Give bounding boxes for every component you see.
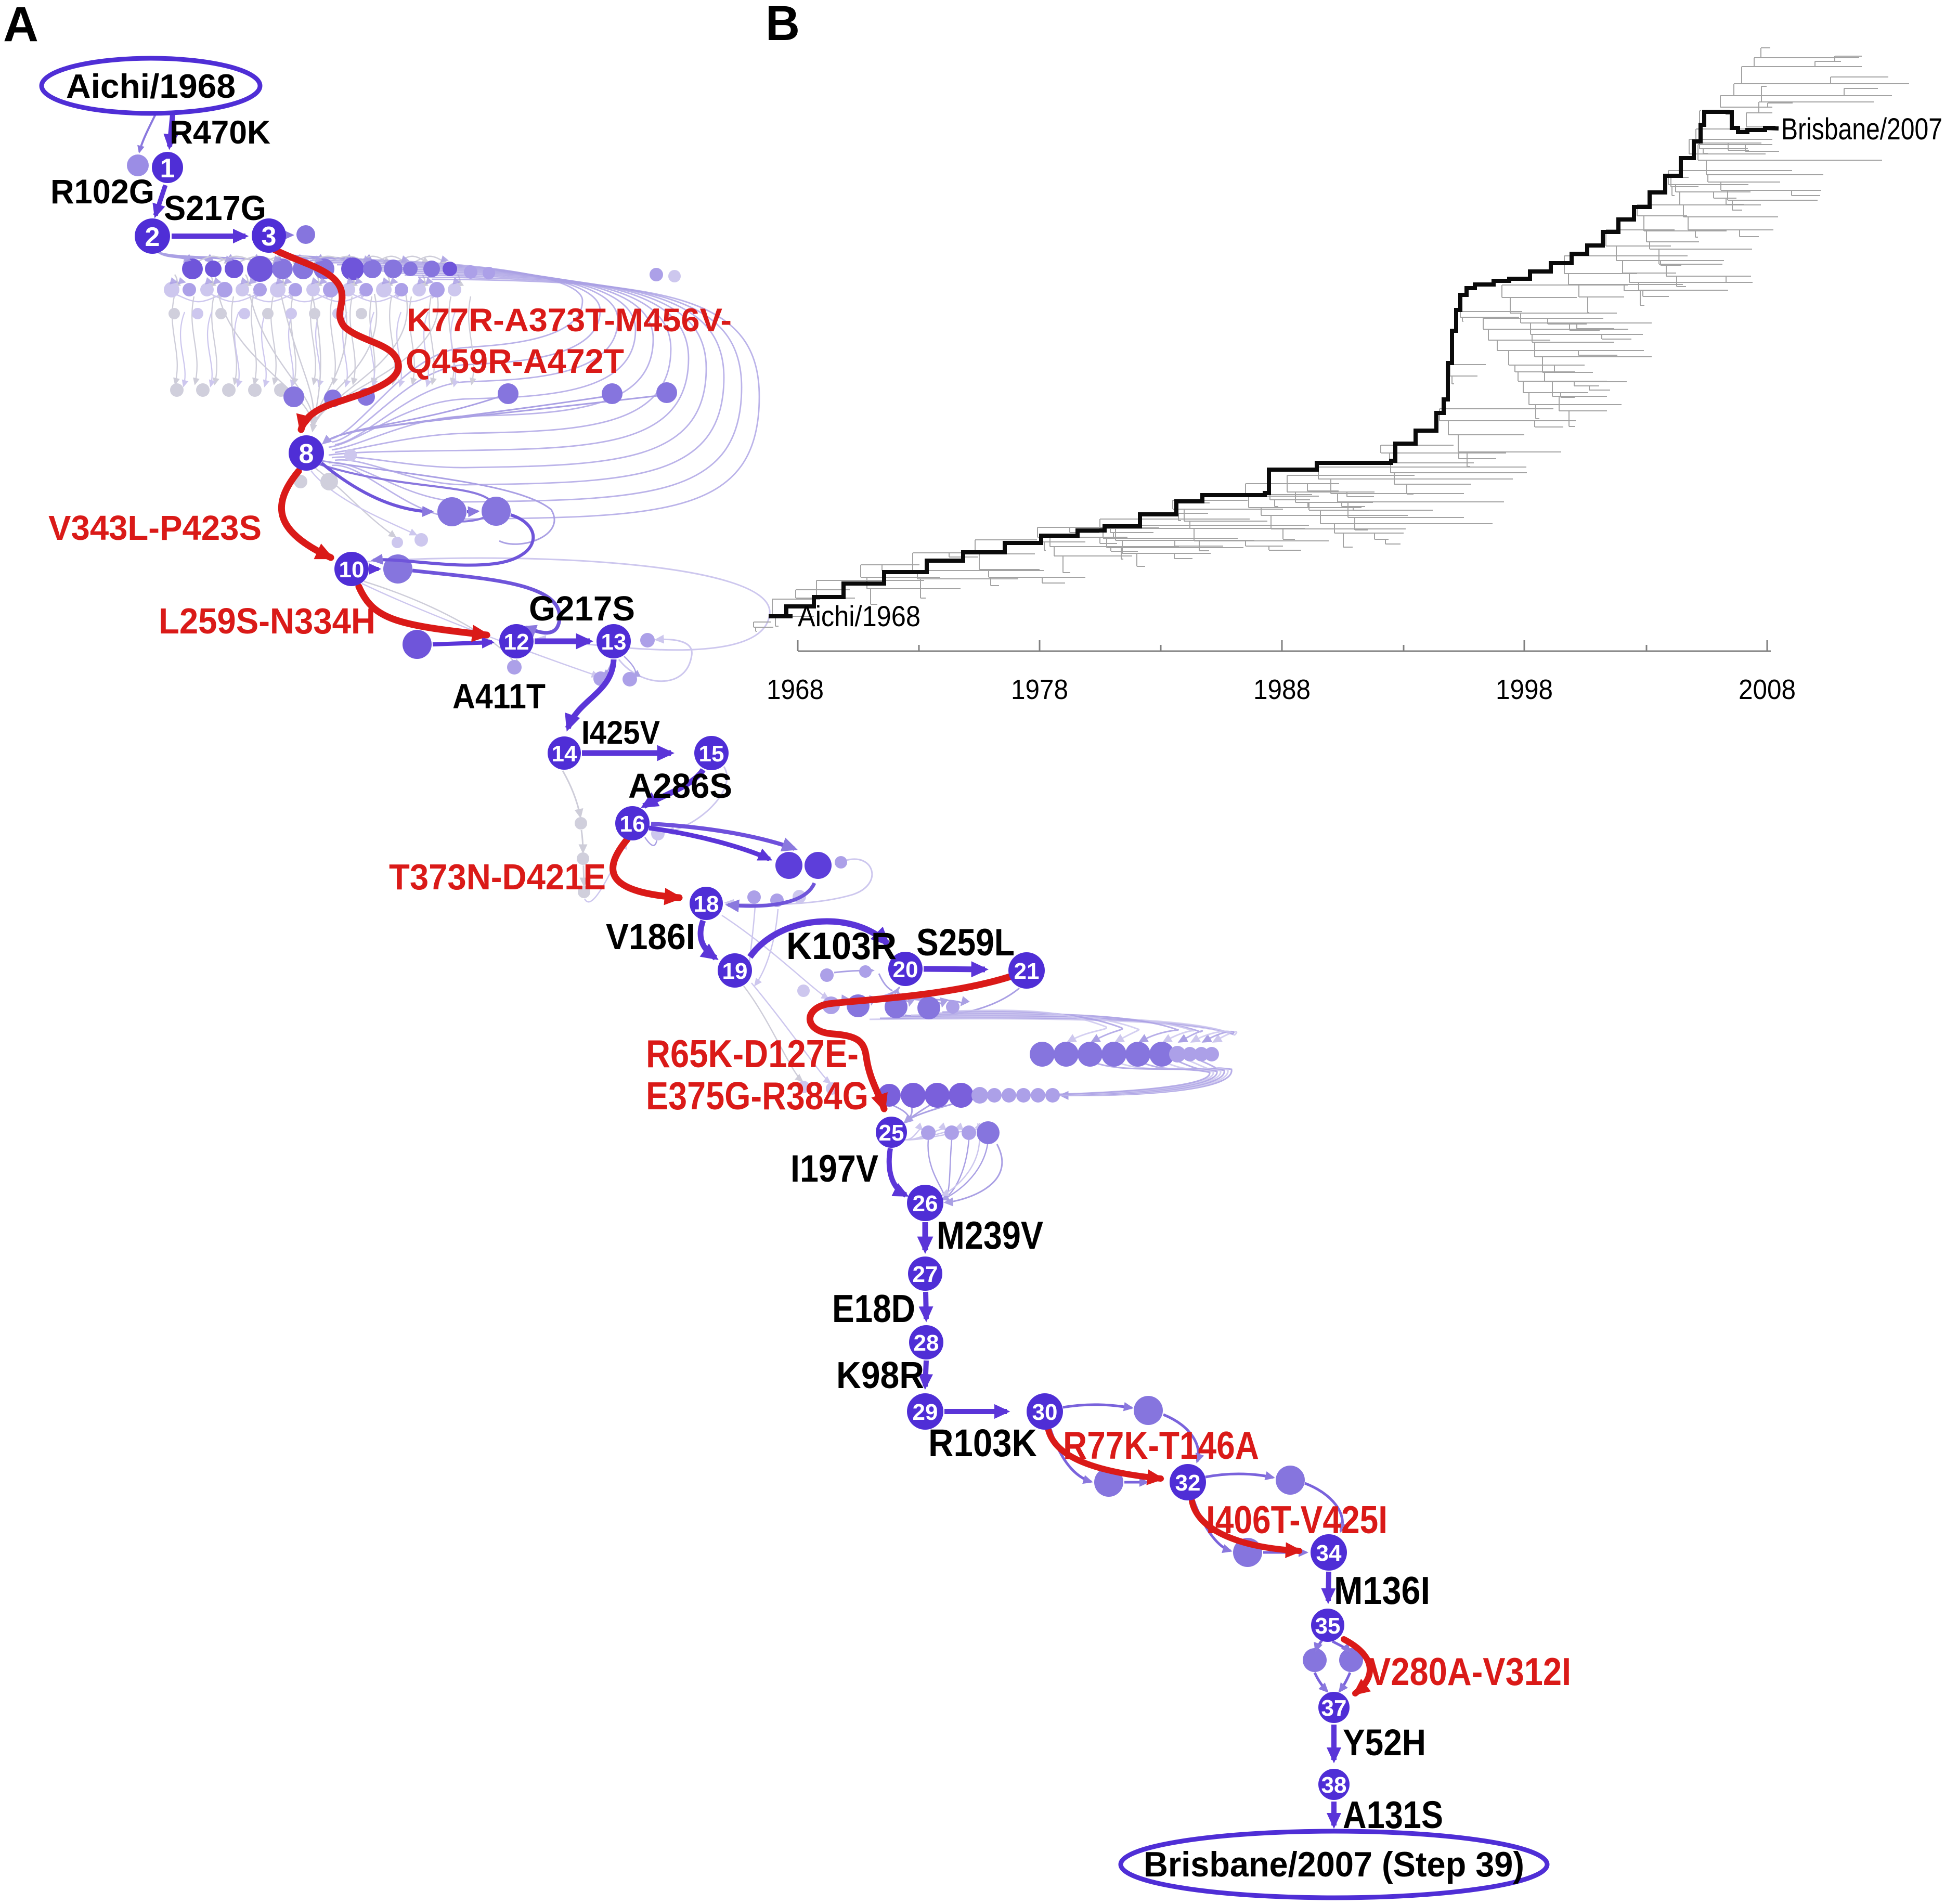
svg-text:16: 16 xyxy=(620,811,645,837)
svg-text:Aichi/1968: Aichi/1968 xyxy=(66,67,236,105)
svg-text:E375G-R384G: E375G-R384G xyxy=(646,1074,868,1118)
svg-text:S259L: S259L xyxy=(916,922,1015,964)
svg-text:8: 8 xyxy=(299,439,314,469)
svg-text:19: 19 xyxy=(722,959,748,984)
svg-text:R103K: R103K xyxy=(928,1421,1037,1465)
svg-text:21: 21 xyxy=(1014,959,1040,984)
svg-text:37: 37 xyxy=(1321,1695,1347,1721)
svg-text:A: A xyxy=(3,0,38,52)
svg-text:T373N-D421E: T373N-D421E xyxy=(389,857,606,897)
svg-text:I197V: I197V xyxy=(790,1148,878,1190)
svg-text:15: 15 xyxy=(699,741,724,767)
svg-text:R470K: R470K xyxy=(170,114,270,151)
svg-text:1988: 1988 xyxy=(1253,674,1311,705)
svg-text:A131S: A131S xyxy=(1343,1793,1443,1836)
svg-text:13: 13 xyxy=(601,629,627,655)
svg-text:29: 29 xyxy=(913,1400,938,1425)
svg-text:30: 30 xyxy=(1032,1400,1058,1425)
svg-text:10: 10 xyxy=(339,557,365,582)
svg-text:V186I: V186I xyxy=(606,916,695,957)
svg-text:A286S: A286S xyxy=(628,767,732,806)
svg-text:R77K-T146A: R77K-T146A xyxy=(1063,1423,1259,1467)
svg-text:12: 12 xyxy=(504,629,529,655)
svg-text:K77R-A373T-M456V-: K77R-A373T-M456V- xyxy=(407,302,732,339)
svg-text:25: 25 xyxy=(879,1120,904,1146)
svg-text:I425V: I425V xyxy=(581,715,660,751)
svg-text:R102G: R102G xyxy=(50,172,154,211)
svg-text:Brisbane/2007 (Step 39): Brisbane/2007 (Step 39) xyxy=(1144,1845,1524,1884)
svg-text:E18D: E18D xyxy=(832,1287,915,1330)
svg-text:V343L-P423S: V343L-P423S xyxy=(48,509,262,548)
svg-text:Y52H: Y52H xyxy=(1343,1722,1426,1764)
svg-text:Q459R-A472T: Q459R-A472T xyxy=(406,342,624,380)
svg-text:M136I: M136I xyxy=(1334,1569,1430,1612)
svg-text:M239V: M239V xyxy=(937,1213,1043,1257)
svg-text:1998: 1998 xyxy=(1496,674,1553,705)
svg-text:27: 27 xyxy=(913,1262,938,1287)
svg-text:35: 35 xyxy=(1315,1613,1341,1639)
svg-text:28: 28 xyxy=(914,1330,939,1356)
svg-text:18: 18 xyxy=(694,891,719,917)
svg-text:R65K-D127E-: R65K-D127E- xyxy=(646,1032,859,1076)
svg-text:14: 14 xyxy=(552,741,577,767)
svg-text:L259S-N334H: L259S-N334H xyxy=(159,601,375,641)
svg-text:K103R: K103R xyxy=(786,925,897,967)
svg-text:Aichi/1968: Aichi/1968 xyxy=(798,600,920,632)
svg-text:1978: 1978 xyxy=(1011,674,1068,705)
svg-text:34: 34 xyxy=(1316,1540,1342,1566)
svg-text:S217G: S217G xyxy=(164,189,266,228)
svg-text:32: 32 xyxy=(1175,1470,1201,1496)
svg-text:3: 3 xyxy=(262,222,277,252)
svg-text:1: 1 xyxy=(160,153,175,184)
svg-text:26: 26 xyxy=(913,1191,938,1216)
svg-text:38: 38 xyxy=(1321,1772,1347,1798)
svg-text:V280A-V312I: V280A-V312I xyxy=(1368,1650,1571,1693)
svg-text:Brisbane/2007: Brisbane/2007 xyxy=(1781,112,1942,146)
svg-text:G217S: G217S xyxy=(529,589,635,628)
svg-text:B: B xyxy=(766,0,800,51)
svg-text:I406T-V425I: I406T-V425I xyxy=(1206,1498,1388,1542)
svg-text:20: 20 xyxy=(893,957,918,982)
svg-text:2: 2 xyxy=(145,222,160,252)
svg-text:1968: 1968 xyxy=(767,674,824,705)
svg-text:2008: 2008 xyxy=(1739,674,1796,705)
svg-text:K98R: K98R xyxy=(836,1355,924,1396)
svg-text:A411T: A411T xyxy=(452,677,546,716)
